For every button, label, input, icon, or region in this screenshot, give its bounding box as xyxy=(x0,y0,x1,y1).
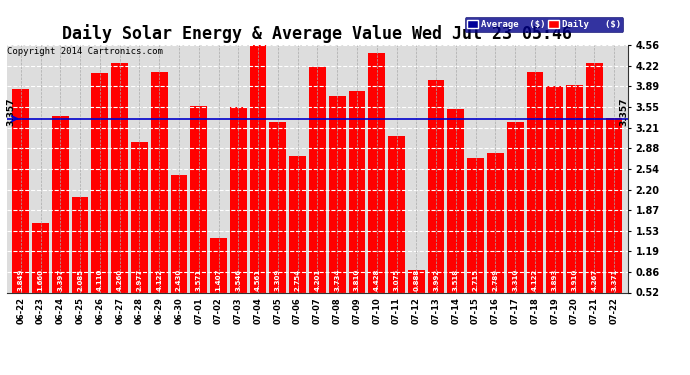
Text: 4.561: 4.561 xyxy=(255,269,261,291)
Bar xyxy=(408,270,424,292)
Text: 1.660: 1.660 xyxy=(37,269,43,291)
Text: 3.810: 3.810 xyxy=(354,269,360,291)
Text: 3.309: 3.309 xyxy=(275,269,281,291)
Text: 3.992: 3.992 xyxy=(433,269,439,291)
Text: 3.734: 3.734 xyxy=(334,269,340,291)
Bar xyxy=(250,45,266,292)
Bar xyxy=(526,72,543,292)
Bar xyxy=(546,86,563,292)
Bar xyxy=(368,53,385,292)
Bar xyxy=(32,223,49,292)
Bar xyxy=(289,156,306,292)
Bar xyxy=(52,116,69,292)
Bar xyxy=(12,88,29,292)
Text: 3.849: 3.849 xyxy=(18,269,23,291)
Bar xyxy=(92,73,108,292)
Text: 3.075: 3.075 xyxy=(393,269,400,291)
Legend: Average  ($), Daily   ($): Average ($), Daily ($) xyxy=(464,17,623,32)
Text: 4.201: 4.201 xyxy=(315,269,320,291)
Text: 2.430: 2.430 xyxy=(176,269,182,291)
Text: 4.267: 4.267 xyxy=(591,269,598,291)
Text: 2.715: 2.715 xyxy=(473,269,479,291)
Bar xyxy=(111,63,128,292)
Text: 2.977: 2.977 xyxy=(137,269,142,291)
Text: 3.310: 3.310 xyxy=(512,269,518,291)
Text: 2.085: 2.085 xyxy=(77,269,83,291)
Bar xyxy=(170,176,188,292)
Bar xyxy=(586,63,602,292)
Text: 3.357: 3.357 xyxy=(6,97,15,126)
Text: 3.518: 3.518 xyxy=(453,269,459,291)
Bar xyxy=(487,153,504,292)
Title: Daily Solar Energy & Average Value Wed Jul 23 05:46: Daily Solar Energy & Average Value Wed J… xyxy=(62,24,573,44)
Text: 4.122: 4.122 xyxy=(532,269,538,291)
Text: 2.754: 2.754 xyxy=(295,269,301,291)
Text: 2.789: 2.789 xyxy=(493,269,498,291)
Bar xyxy=(348,91,366,292)
Bar xyxy=(309,67,326,292)
Text: 3.910: 3.910 xyxy=(571,269,578,291)
Bar xyxy=(447,109,464,292)
Bar xyxy=(151,72,168,292)
Bar xyxy=(467,158,484,292)
Bar xyxy=(131,142,148,292)
Text: 3.397: 3.397 xyxy=(57,269,63,291)
Bar xyxy=(428,80,444,292)
Bar xyxy=(269,122,286,292)
Text: 4.110: 4.110 xyxy=(97,269,103,291)
Text: 3.357: 3.357 xyxy=(620,97,629,126)
Bar xyxy=(506,122,524,292)
Bar xyxy=(566,85,583,292)
Bar xyxy=(230,107,247,292)
Text: 3.893: 3.893 xyxy=(552,269,558,291)
Text: 0.888: 0.888 xyxy=(413,269,420,291)
Text: 3.546: 3.546 xyxy=(235,269,242,291)
Bar xyxy=(72,196,88,292)
Text: 4.122: 4.122 xyxy=(156,269,162,291)
Text: 3.371: 3.371 xyxy=(611,269,617,291)
Bar xyxy=(210,238,227,292)
Bar xyxy=(606,118,622,292)
Text: 4.260: 4.260 xyxy=(117,269,123,291)
Bar xyxy=(190,106,207,292)
Text: 4.428: 4.428 xyxy=(374,269,380,291)
Text: Copyright 2014 Cartronics.com: Copyright 2014 Cartronics.com xyxy=(7,47,163,56)
Bar xyxy=(328,96,346,292)
Bar xyxy=(388,136,405,292)
Text: 3.571: 3.571 xyxy=(196,269,201,291)
Text: 1.407: 1.407 xyxy=(215,269,221,291)
